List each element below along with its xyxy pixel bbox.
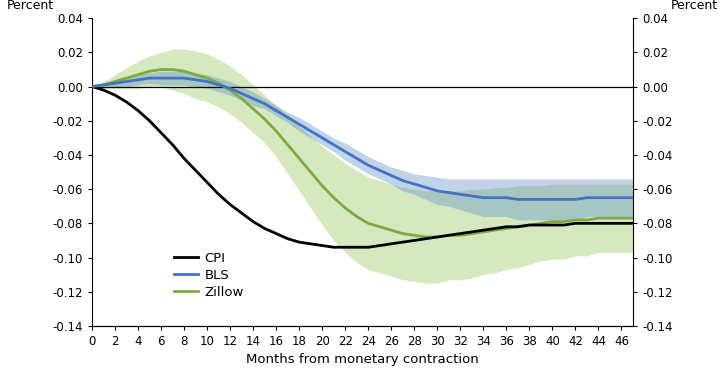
Y-axis label: Percent: Percent	[7, 0, 54, 12]
Y-axis label: Percent: Percent	[671, 0, 718, 12]
X-axis label: Months from monetary contraction: Months from monetary contraction	[246, 353, 479, 366]
Legend: CPI, BLS, Zillow: CPI, BLS, Zillow	[169, 246, 249, 304]
